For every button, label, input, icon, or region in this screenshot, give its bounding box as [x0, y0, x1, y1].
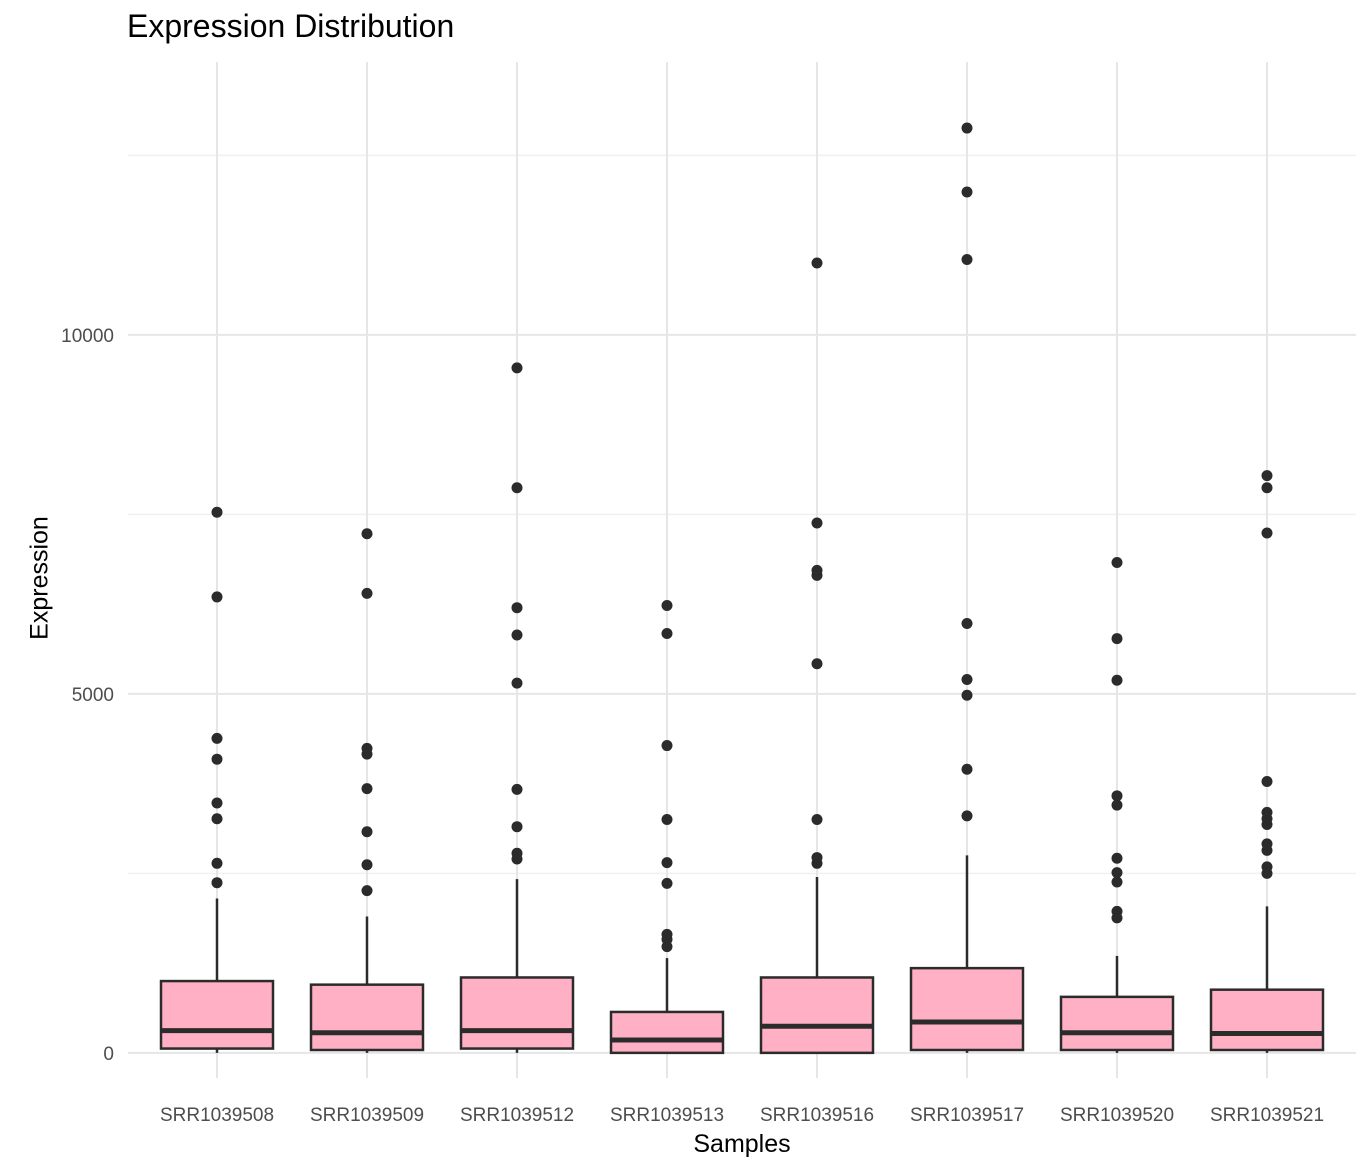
outlier-point [1111, 556, 1123, 568]
x-axis-label: Samples [693, 1130, 791, 1158]
box [459, 976, 575, 1050]
outlier-point [1261, 775, 1273, 787]
outlier-point [511, 482, 523, 494]
outlier-point [361, 528, 373, 540]
outlier-point [1261, 838, 1273, 850]
outlier-point [1111, 674, 1123, 686]
outlier-point [211, 732, 223, 744]
x-tick-label: SRR1039508 [160, 1105, 274, 1126]
outlier-point [211, 753, 223, 765]
outlier-point [1261, 470, 1273, 482]
outlier-point [1111, 905, 1123, 917]
x-tick-label: SRR1039521 [1210, 1105, 1324, 1126]
outlier-point [1261, 527, 1273, 539]
x-tick-label: SRR1039516 [760, 1105, 874, 1126]
outlier-point [511, 677, 523, 689]
outlier-point [211, 813, 223, 825]
outlier-point [1111, 633, 1123, 645]
outlier-point [811, 658, 823, 670]
outlier-point [961, 617, 973, 629]
outlier-point [961, 810, 973, 822]
outlier-point [1111, 790, 1123, 802]
outlier-point [961, 763, 973, 775]
outlier-point [961, 186, 973, 198]
outlier-point [661, 740, 673, 752]
outlier-point [1261, 806, 1273, 818]
x-tick-label: SRR1039517 [910, 1105, 1024, 1126]
outlier-point [361, 826, 373, 838]
outlier-point [211, 591, 223, 603]
outlier-point [811, 257, 823, 269]
outlier-point [661, 600, 673, 612]
outlier-point [811, 564, 823, 576]
box [159, 979, 275, 1050]
outlier-point [211, 877, 223, 889]
outlier-point [361, 783, 373, 795]
x-tick-label: SRR1039512 [460, 1105, 574, 1126]
outlier-point [661, 928, 673, 940]
x-tick-label: SRR1039520 [1060, 1105, 1174, 1126]
x-tick-label: SRR1039509 [310, 1105, 424, 1126]
outlier-point [1111, 867, 1123, 879]
box [309, 983, 425, 1052]
outlier-point [1261, 861, 1273, 873]
outlier-point [361, 859, 373, 871]
box [609, 1010, 725, 1055]
outlier-point [811, 814, 823, 826]
outlier-point [361, 587, 373, 599]
outlier-point [961, 253, 973, 265]
outlier-point [1111, 852, 1123, 864]
outlier-point [661, 857, 673, 869]
box [1209, 988, 1325, 1052]
outlier-point [811, 517, 823, 529]
outlier-point [511, 847, 523, 859]
box [1059, 995, 1175, 1052]
y-tick-label: 5000 [72, 685, 114, 706]
outlier-point [511, 602, 523, 614]
outlier-point [211, 506, 223, 518]
outlier-point [511, 629, 523, 641]
outlier-point [211, 797, 223, 809]
outlier-point [1111, 799, 1123, 811]
outlier-point [961, 689, 973, 701]
outlier-point [361, 742, 373, 754]
y-tick-label: 0 [103, 1044, 114, 1065]
outlier-point [661, 877, 673, 889]
box [759, 976, 875, 1055]
x-tick-label: SRR1039513 [610, 1105, 724, 1126]
outlier-point [961, 122, 973, 134]
outlier-point [661, 628, 673, 640]
outlier-point [811, 852, 823, 864]
outlier-point [1261, 482, 1273, 494]
box [909, 966, 1025, 1052]
outlier-point [361, 885, 373, 897]
y-tick-label: 10000 [61, 326, 114, 347]
outlier-point [511, 783, 523, 795]
outlier-point [211, 857, 223, 869]
outlier-point [511, 821, 523, 833]
chart-title: Expression Distribution [127, 8, 455, 44]
outlier-point [661, 814, 673, 826]
outlier-point [1111, 876, 1123, 888]
outlier-point [511, 362, 523, 374]
outlier-point [961, 673, 973, 685]
